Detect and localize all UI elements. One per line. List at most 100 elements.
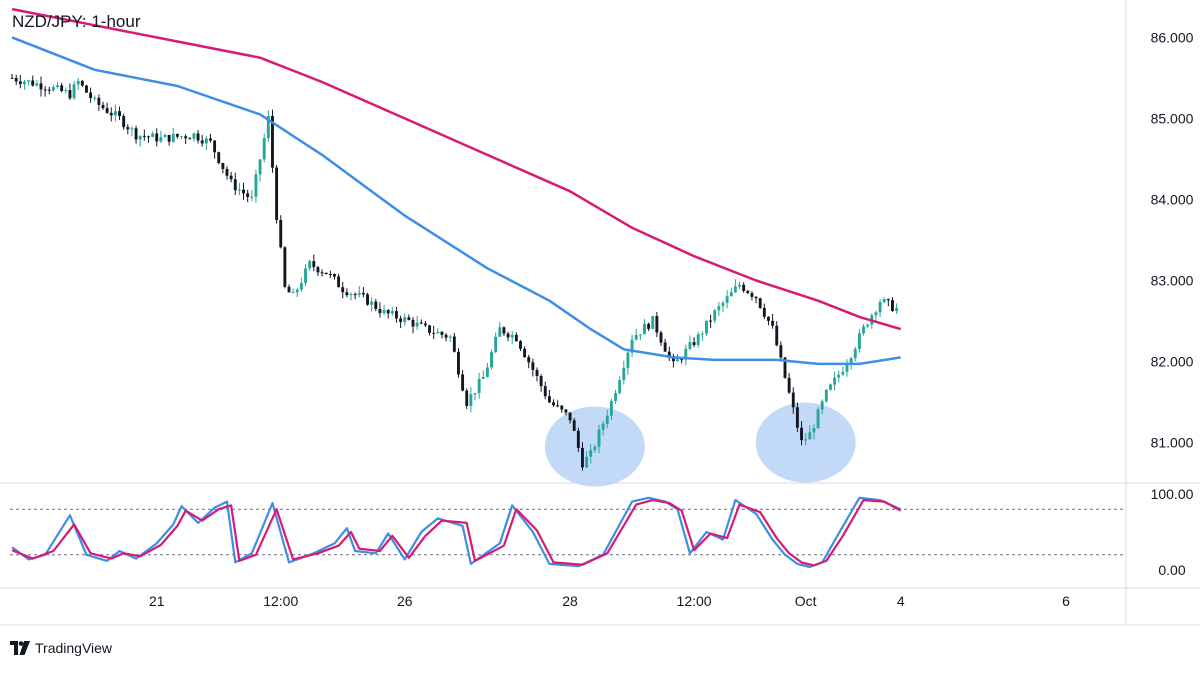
candle — [671, 353, 675, 368]
candle — [180, 135, 183, 140]
tradingview-logo-icon — [10, 641, 30, 655]
candle — [47, 86, 51, 95]
candle — [151, 131, 155, 138]
time-tick-label: 4 — [897, 593, 905, 609]
candle — [647, 322, 651, 332]
candle — [337, 273, 341, 288]
candle — [469, 387, 473, 413]
candle — [824, 389, 828, 403]
candle — [370, 297, 374, 312]
candle — [324, 272, 328, 275]
candle — [655, 311, 659, 337]
candle — [502, 326, 506, 336]
candle — [382, 304, 386, 316]
time-tick-label: 12:00 — [677, 593, 712, 609]
candle — [560, 404, 564, 413]
time-tick-label: 12:00 — [263, 593, 298, 609]
moving-average-short-line — [11, 36, 901, 366]
candle — [105, 102, 109, 114]
candle — [733, 279, 737, 293]
candle — [857, 329, 861, 353]
candle — [390, 306, 394, 316]
candle — [258, 158, 262, 182]
candle — [68, 83, 72, 100]
chart-title: NZD/JPY: 1-hour — [12, 12, 141, 31]
candle — [721, 300, 725, 313]
candle — [729, 287, 733, 297]
candle — [196, 129, 200, 144]
candle — [804, 433, 808, 446]
candle — [407, 314, 411, 321]
candle — [572, 417, 576, 432]
candle — [494, 332, 498, 354]
candle — [349, 292, 353, 301]
candle — [547, 389, 551, 404]
candle — [787, 373, 791, 394]
candle — [812, 423, 816, 440]
candle — [527, 354, 531, 369]
candle — [535, 367, 539, 382]
candle — [291, 288, 295, 294]
candle — [585, 451, 589, 469]
candle — [89, 87, 93, 103]
candle — [638, 334, 642, 341]
candle — [709, 314, 713, 328]
candle — [353, 292, 357, 300]
candle — [634, 328, 638, 341]
candle — [601, 421, 605, 436]
candle — [209, 133, 212, 143]
candle — [184, 134, 188, 145]
candle — [816, 407, 820, 429]
candle — [514, 332, 518, 342]
candle — [134, 125, 138, 144]
candle — [113, 104, 117, 122]
candle — [564, 409, 568, 416]
tradingview-brand[interactable]: TradingView — [10, 640, 112, 656]
candle — [275, 164, 279, 224]
candle — [779, 341, 783, 360]
stochastic-tick-label: 0.00 — [1158, 562, 1185, 578]
candle — [237, 183, 241, 196]
candle — [221, 162, 225, 174]
candle — [886, 298, 890, 307]
moving-average-long-line — [11, 7, 902, 331]
candle — [250, 189, 254, 201]
candle — [436, 328, 440, 334]
candle — [490, 349, 493, 370]
candle — [287, 284, 291, 293]
candle — [457, 348, 460, 378]
candle — [27, 79, 31, 86]
candle — [43, 86, 47, 97]
candle — [895, 303, 899, 315]
price-tick-label: 85.000 — [1151, 110, 1194, 126]
candle — [374, 299, 378, 312]
candle — [35, 79, 39, 87]
candle — [609, 398, 613, 421]
candle — [246, 189, 250, 203]
candle — [200, 134, 204, 147]
candle — [85, 84, 88, 93]
time-tick-label: 6 — [1062, 593, 1070, 609]
candle — [56, 82, 59, 89]
candle — [122, 113, 126, 130]
candle — [440, 330, 444, 339]
candle — [626, 350, 630, 375]
candle — [23, 79, 26, 90]
candle — [891, 297, 894, 312]
candle — [643, 319, 646, 335]
candle — [874, 310, 878, 323]
candle — [403, 313, 407, 326]
candle — [882, 297, 886, 304]
candle — [738, 281, 741, 290]
candle — [605, 409, 609, 429]
candle — [531, 358, 535, 377]
candle — [754, 296, 758, 304]
candle — [147, 135, 150, 143]
price-tick-label: 83.000 — [1151, 272, 1194, 288]
candle — [523, 346, 527, 358]
candle — [171, 127, 175, 143]
chart-frame — [0, 0, 1200, 626]
candle — [72, 80, 76, 100]
brand-name: TradingView — [35, 640, 113, 656]
